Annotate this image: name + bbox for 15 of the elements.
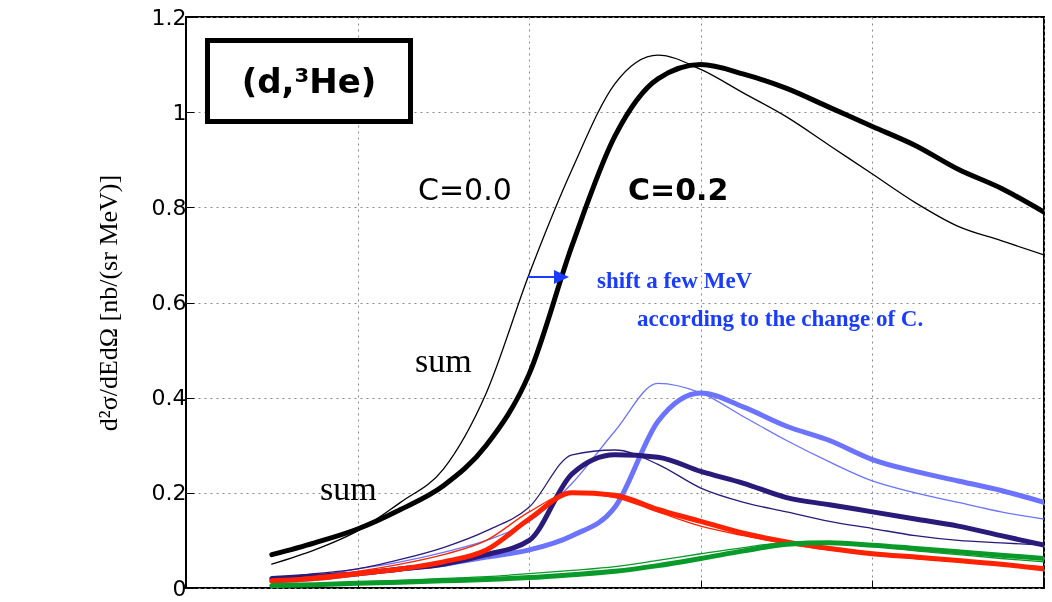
y-tick-label: 1: [172, 99, 187, 125]
annotation: shift a few MeV: [597, 268, 753, 294]
annotation: sum: [415, 342, 472, 380]
text: (d,³He): [205, 38, 413, 124]
annotation: according to the change of C.: [637, 306, 924, 332]
annotation: sum: [320, 470, 377, 508]
y-tick-label: 0.6: [151, 290, 187, 315]
y-tick-label: 0: [172, 575, 187, 601]
y-tick-label: 0.2: [151, 480, 187, 506]
y-tick-label: 0.8: [151, 194, 187, 220]
annotation: C=0.0: [418, 172, 512, 207]
annotation: C=0.2: [628, 172, 729, 207]
y-axis-title: d²σ/dEdΩ [nb/(sr MeV)]: [93, 174, 123, 432]
y-tick-label: 1.2: [151, 4, 187, 30]
y-tick-label: 0.4: [151, 385, 187, 411]
